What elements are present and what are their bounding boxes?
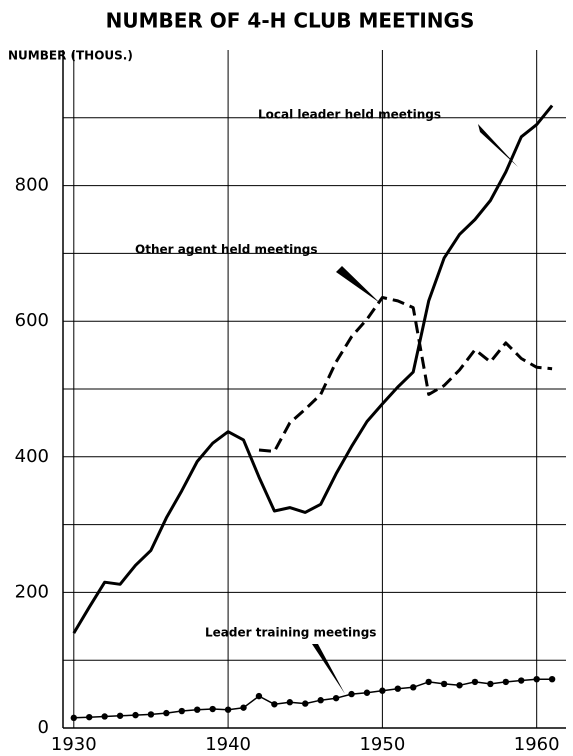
data-point [132,711,139,719]
y-tick-label: 400 [15,446,49,467]
data-point [194,706,201,713]
data-point [548,675,556,683]
data-point [163,709,170,717]
data-point [302,700,309,707]
chart-title: NUMBER OF 4-H CLUB MEETINGS [106,9,475,33]
data-point [332,694,340,702]
data-point [502,678,510,686]
data-point [286,699,294,706]
data-point [70,714,78,722]
pointer [478,124,518,167]
data-point [101,713,108,720]
annotation: Other agent held meetings [135,243,317,257]
y-tick-label: 800 [15,175,49,196]
data-point [224,706,232,713]
data-point [363,689,371,696]
data-point [116,712,124,719]
data-point [178,707,186,715]
data-point [518,677,525,684]
data-point [317,697,324,704]
data-point [348,690,355,698]
data-point [147,711,155,718]
x-tick-label: 1940 [205,734,251,755]
data-point [379,687,386,694]
y-tick-label: 0 [38,717,49,738]
series-line [73,678,553,719]
data-point [456,682,463,689]
x-tick-label: 1930 [51,734,97,755]
y-tick-label: 200 [15,581,49,602]
data-point [425,678,432,686]
y-tick-label: 600 [15,310,49,331]
pointer [336,266,380,303]
x-tick-label: 1950 [359,734,405,755]
data-point [471,678,479,686]
x-tick-label: 1960 [514,734,560,755]
series-line [72,104,554,634]
series-line [258,296,553,453]
annotation: Leader training meetings [205,626,376,640]
data-point [440,680,448,688]
data-point [533,675,540,683]
data-point [255,692,263,700]
data-point [86,713,93,721]
data-point [209,705,216,713]
y-axis-label: NUMBER (THOUS.) [8,49,133,63]
data-point [240,704,247,711]
pointer [312,644,345,694]
data-point [271,701,278,708]
annotation: Local leader held meetings [258,108,441,122]
data-point [394,685,402,692]
data-point [487,680,494,688]
data-point [410,684,417,691]
